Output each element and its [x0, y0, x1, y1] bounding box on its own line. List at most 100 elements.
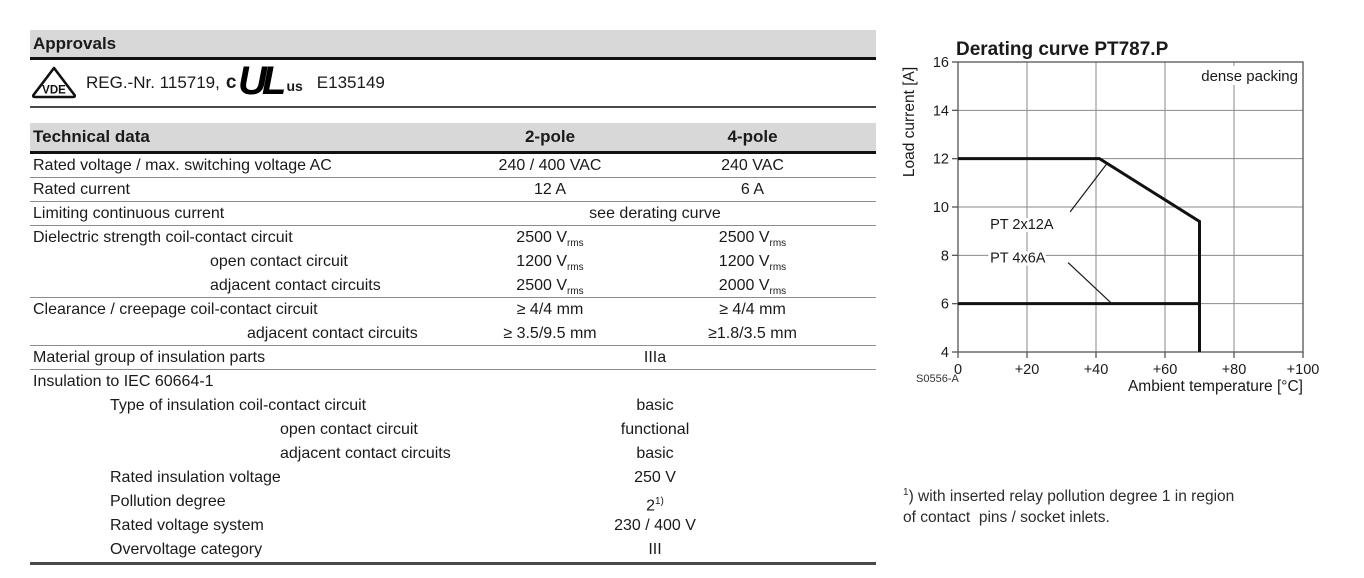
cell-4pole-value: ≥ 4/4 mm	[719, 301, 786, 318]
cell-4pole-value: 2500 Vrms	[718, 229, 787, 250]
cell-4pole-value: 240 VAC	[721, 157, 784, 174]
approvals-header: Approvals	[30, 30, 876, 60]
table-row: open contact circuit functional	[30, 418, 876, 442]
curve-label: PT 4x6A	[990, 251, 1046, 267]
table-row: adjacent contact circuits ≥ 3.5/9.5 mm ≥1.…	[30, 322, 876, 346]
cell-4pole-value: 1200 Vrms	[718, 253, 787, 274]
cell-span-value: 230 / 400 V	[614, 517, 696, 534]
y-tick-label: 10	[933, 200, 949, 216]
corner-note-mask	[1183, 66, 1301, 85]
cell-span-value: functional	[620, 421, 690, 438]
row-label: Rated current	[33, 181, 130, 198]
row-label: Material group of insulation parts	[33, 349, 266, 366]
footnote-line2: of contact pins / socket inlets.	[903, 509, 1110, 527]
table-row: Rated voltage system 230 / 400 V	[30, 514, 876, 538]
row-label: Overvoltage category	[110, 541, 263, 558]
y-tick-label: 8	[941, 248, 949, 264]
approvals-title: Approvals	[33, 34, 117, 53]
row-label: Limiting continuous current	[33, 205, 225, 222]
cell-span-value: 250 V	[634, 469, 676, 486]
row-label: adjacent contact circuits	[247, 325, 418, 342]
table-row: Type of insulation coil-contact circuit b…	[30, 394, 876, 418]
footnote-sup: 1	[903, 487, 909, 498]
technical-data-rows: Rated voltage / max. switching voltage A…	[30, 154, 876, 565]
row-label: Dielectric strength coil-contact circuit	[33, 229, 293, 246]
chart-title: Derating curve PT787.P	[956, 39, 1169, 60]
cell-span-value: 21)	[646, 496, 664, 515]
footnote-line1: ) with inserted relay pollution degree 1…	[908, 488, 1235, 506]
row-label: open contact circuit	[210, 253, 348, 270]
table-row: Dielectric strength coil-contact circuit…	[30, 226, 876, 250]
ul-mark-text: UL	[238, 60, 284, 102]
technical-data-block: Approvals VDE REG.-Nr. 115719, c UL us E…	[30, 30, 876, 565]
corner-note: dense packing	[1201, 68, 1298, 85]
cell-2pole-value: 1200 Vrms	[516, 253, 584, 274]
technical-data-header: Technical data 2-pole 4-pole	[30, 123, 876, 154]
row-label: Pollution degree	[110, 493, 226, 510]
cell-2pole-value: 2500 Vrms	[516, 277, 584, 298]
x-tick-label: +100	[1287, 362, 1320, 378]
y-tick-label: 6	[941, 297, 949, 313]
y-tick-label: 14	[933, 103, 949, 119]
cell-span-value: basic	[636, 445, 674, 462]
table-row: Pollution degree 21)	[30, 490, 876, 514]
cell-span-value: see derating curve	[589, 205, 721, 222]
reg-number-text: REG.-Nr. 115719,	[86, 73, 220, 92]
column-header-2pole: 2-pole	[524, 127, 576, 146]
ul-us-suffix: us	[286, 78, 303, 94]
row-label: Clearance / creepage coil-contact circui…	[33, 301, 318, 318]
x-axis-label: Ambient temperature [°C]	[1128, 378, 1303, 395]
table-row: open contact circuit 1200 Vrms 1200 Vrms	[30, 250, 876, 274]
cell-4pole-value: 6 A	[740, 181, 765, 198]
row-label: Rated voltage / max. switching voltage A…	[33, 157, 332, 174]
cell-2pole-value: 2500 Vrms	[516, 229, 584, 250]
curve-pt-2x12a	[958, 157, 1201, 352]
cell-span-value: III	[648, 541, 662, 558]
annotation-leader	[1069, 163, 1108, 213]
x-tick-label: +40	[1084, 362, 1109, 378]
table-row: adjacent contact circuits basic	[30, 442, 876, 466]
footnote: 1) with inserted relay pollution degree …	[903, 482, 1335, 528]
figure-id: S0556-A	[916, 373, 959, 385]
x-tick-label: +80	[1222, 362, 1247, 378]
cell-2pole-value: 12 A	[533, 181, 567, 198]
row-label: open contact circuit	[280, 421, 418, 438]
table-row: adjacent contact circuits 2500 Vrms 2000 V…	[30, 274, 876, 298]
cell-2pole-value: ≥ 4/4 mm	[516, 301, 584, 318]
column-header-4pole: 4-pole	[727, 127, 778, 146]
y-tick-label: 16	[933, 55, 949, 71]
ul-cert-number: E135149	[316, 73, 385, 92]
row-label: Rated voltage system	[110, 517, 264, 534]
table-row: Limiting continuous current see derating …	[30, 202, 876, 226]
row-label: adjacent contact circuits	[210, 277, 381, 294]
cell-4pole-value: 2000 Vrms	[718, 277, 787, 298]
vde-logo-icon: VDE	[31, 66, 77, 99]
row-label: Insulation to IEC 60664-1	[33, 373, 214, 390]
cell-4pole-value: ≥1.8/3.5 mm	[708, 325, 797, 342]
vde-logo-text: VDE	[42, 85, 66, 97]
annotation-leader	[1067, 262, 1113, 305]
ul-mark-icon: UL	[238, 60, 284, 102]
x-tick-label: 0	[954, 362, 962, 378]
y-axis-label: Load current [A]	[901, 67, 918, 177]
x-tick-label: +60	[1153, 362, 1178, 378]
y-tick-label: 4	[941, 345, 949, 361]
cell-2pole-value: 240 / 400 VAC	[498, 157, 602, 174]
x-tick-label: +20	[1015, 362, 1040, 378]
table-row: Clearance / creepage coil-contact circui…	[30, 298, 876, 322]
row-label: Rated insulation voltage	[110, 469, 281, 486]
row-label: Type of insulation coil-contact circuit	[110, 397, 367, 414]
cell-2pole-value: ≥ 3.5/9.5 mm	[503, 325, 597, 342]
table-row: Rated insulation voltage 250 V	[30, 466, 876, 490]
row-label: adjacent contact circuits	[280, 445, 451, 462]
technical-data-title: Technical data	[33, 127, 150, 146]
curve-label: PT 2x12A	[990, 217, 1054, 233]
approvals-row: VDE REG.-Nr. 115719, c UL us E135149	[30, 60, 876, 108]
curve-pt-4x6a	[958, 302, 1201, 352]
table-row: Rated current 12 A 6 A	[30, 178, 876, 202]
cell-span-value: IIIa	[643, 349, 667, 366]
y-tick-label: 12	[933, 152, 949, 168]
table-row: Rated voltage / max. switching voltage A…	[30, 154, 876, 178]
derating-curve-chart: dense packing 4 6 8 10 12 14 16 0 +20 +40 +60 +80 +10…	[901, 39, 1320, 395]
